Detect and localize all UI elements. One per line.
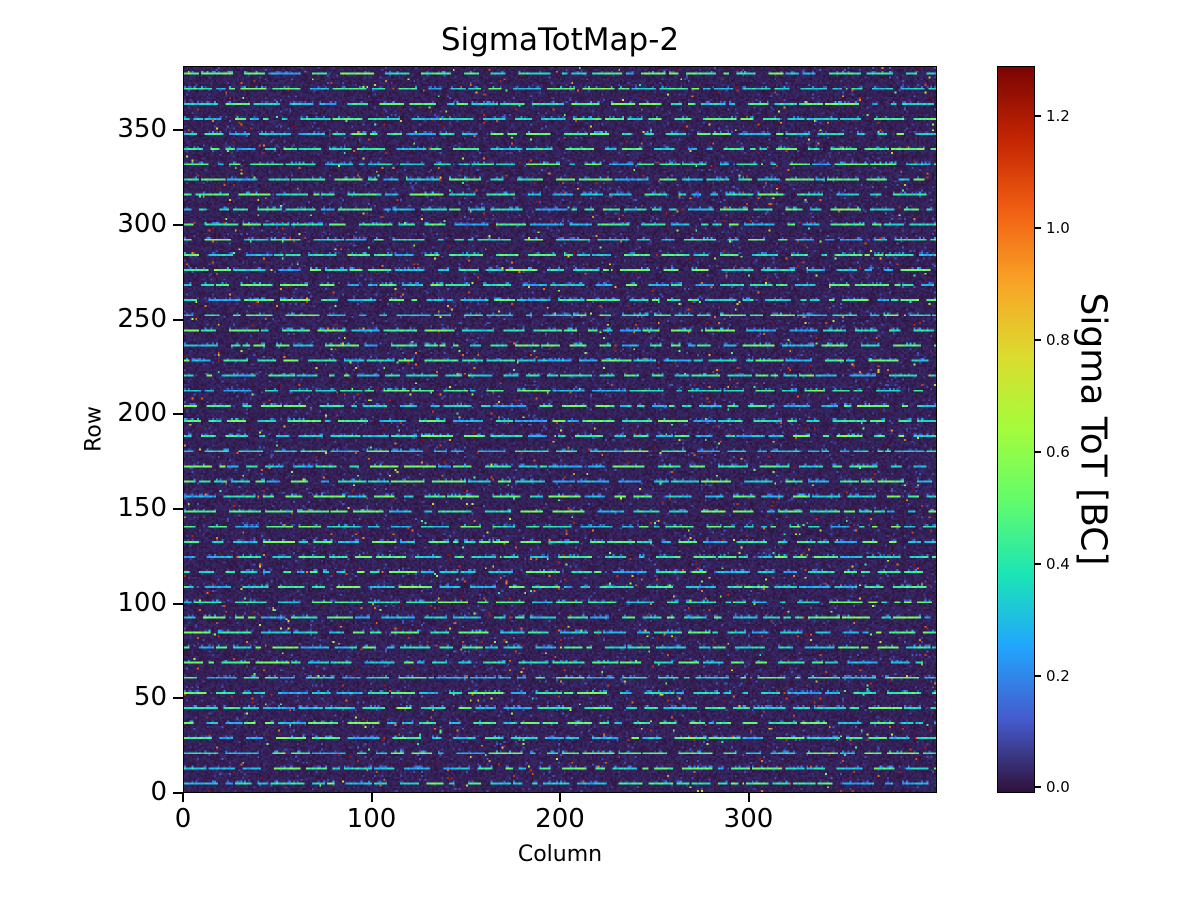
x-tick-mark bbox=[182, 793, 184, 802]
y-tick-mark bbox=[173, 129, 183, 132]
colorbar-tick-label: 0.8 bbox=[1046, 331, 1070, 350]
y-tick-mark bbox=[173, 413, 183, 416]
y-tick-mark bbox=[173, 508, 183, 511]
colorbar-tick-mark bbox=[1035, 562, 1041, 565]
colorbar-tick-mark bbox=[1035, 339, 1041, 342]
colorbar-tick-label: 0.6 bbox=[1046, 442, 1070, 461]
x-tick-mark bbox=[370, 793, 373, 802]
colorbar-tick-mark bbox=[1035, 115, 1041, 118]
y-tick-label: 250 bbox=[117, 303, 167, 334]
x-tick-label: 0 bbox=[174, 804, 192, 834]
y-tick-mark bbox=[173, 318, 183, 321]
colorbar-tick-label: 1.2 bbox=[1046, 107, 1070, 126]
colorbar-tick-mark bbox=[1035, 227, 1041, 230]
colorbar-label: Sigma ToT [BC] bbox=[1072, 292, 1114, 566]
y-tick-label: 200 bbox=[117, 398, 167, 429]
x-tick-mark bbox=[559, 793, 561, 802]
colorbar-tick-label: 0.0 bbox=[1046, 778, 1070, 797]
y-tick-label: 0 bbox=[150, 777, 167, 807]
y-tick-label: 300 bbox=[117, 209, 167, 240]
x-tick-label: 300 bbox=[723, 804, 774, 834]
colorbar-tick-mark bbox=[1035, 450, 1041, 453]
y-tick-label: 50 bbox=[133, 682, 167, 713]
colorbar-tick-label: 1.0 bbox=[1046, 219, 1070, 238]
colorbar-tick-label: 0.2 bbox=[1046, 666, 1070, 685]
colorbar-tick-mark bbox=[1035, 674, 1041, 677]
y-tick-label: 350 bbox=[117, 114, 167, 145]
y-tick-mark bbox=[173, 697, 183, 700]
chart-title: SigmaTotMap-2 bbox=[440, 22, 680, 58]
colorbar bbox=[997, 66, 1035, 793]
x-tick-label: 100 bbox=[346, 804, 397, 834]
y-tick-mark bbox=[173, 792, 183, 794]
heatmap-canvas bbox=[184, 67, 936, 792]
colorbar-tick-label: 0.4 bbox=[1046, 554, 1070, 573]
plot-area bbox=[183, 66, 937, 793]
y-tick-label: 100 bbox=[117, 587, 167, 618]
y-tick-mark bbox=[173, 224, 183, 227]
y-tick-mark bbox=[173, 602, 183, 605]
x-tick-label: 200 bbox=[535, 804, 585, 834]
x-axis-label: Column bbox=[517, 842, 603, 867]
y-tick-label: 150 bbox=[117, 493, 167, 524]
x-tick-mark bbox=[747, 793, 750, 802]
colorbar-tick-mark bbox=[1035, 786, 1041, 789]
